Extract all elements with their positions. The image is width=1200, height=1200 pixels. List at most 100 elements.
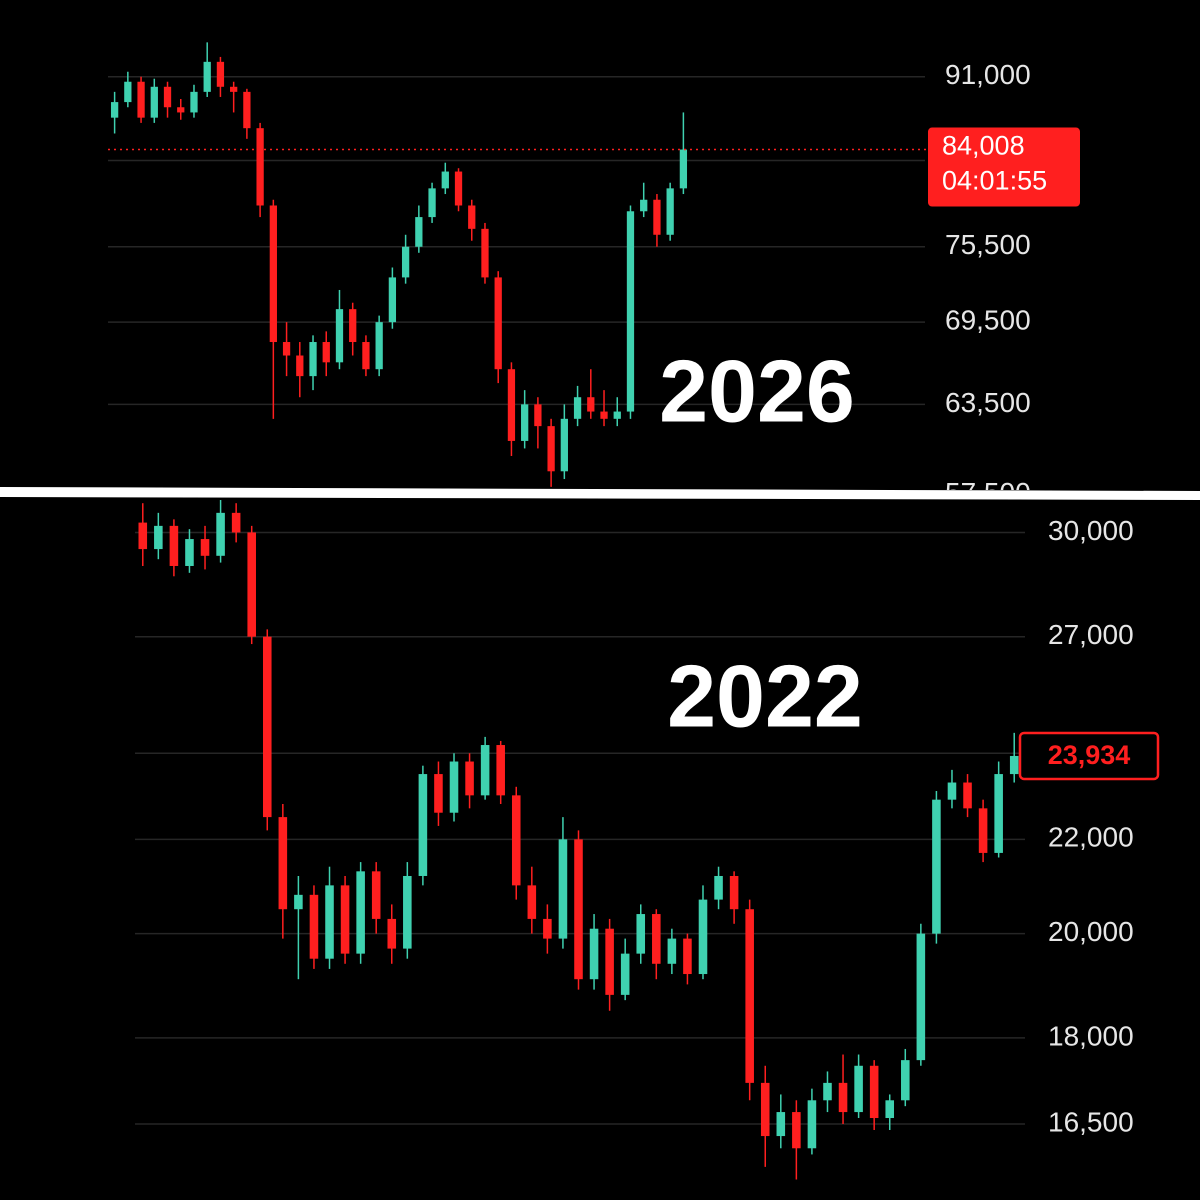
y-tick-label: 27,000 [1048, 619, 1134, 650]
last-price: 84,008 [942, 131, 1025, 161]
candle-body [309, 342, 317, 377]
candle-body [154, 525, 163, 550]
candle-body [636, 914, 646, 954]
candle-body [626, 211, 635, 412]
candle-body [838, 1082, 848, 1113]
candle-body [362, 342, 370, 370]
candle-body [560, 418, 568, 472]
candle-body [714, 875, 723, 900]
divider [0, 487, 1200, 500]
candle-body [807, 1100, 817, 1149]
candle-body [335, 309, 344, 363]
candle-body [745, 909, 754, 1083]
candle-body [177, 107, 185, 113]
candle-body [163, 86, 172, 108]
candle-body [449, 761, 459, 813]
candle-body [932, 799, 941, 934]
candle-body [269, 205, 277, 343]
candle-body [434, 774, 443, 813]
y-tick-label: 91,000 [945, 59, 1031, 90]
candle-body [415, 217, 423, 247]
y-tick-label: 16,500 [1048, 1106, 1134, 1137]
y-tick-label: 69,500 [945, 305, 1031, 336]
candle-body [978, 808, 988, 853]
candle-body [494, 277, 502, 370]
candle-body [388, 277, 397, 323]
chart-title: 2026 [659, 341, 855, 440]
candle-body [760, 1082, 770, 1137]
candle-body [885, 1100, 895, 1119]
candle-body [854, 1065, 863, 1113]
candle-body [356, 871, 365, 954]
candle-body [792, 1112, 801, 1149]
candle-body [231, 512, 241, 533]
candle-body [387, 918, 397, 949]
candle-body [620, 953, 630, 995]
candle-body [869, 1065, 879, 1119]
candle-body [605, 928, 614, 995]
y-tick-label: 30,000 [1048, 515, 1134, 546]
candle-body [418, 774, 428, 876]
candle-body [496, 745, 505, 796]
candle-body [465, 761, 474, 796]
candle-body [534, 404, 542, 427]
candle-body [138, 522, 148, 550]
candle-body [652, 914, 661, 964]
candle-body [507, 369, 516, 441]
candle-body [994, 774, 1003, 853]
candle-body [547, 426, 555, 472]
candle-body [683, 938, 692, 975]
y-tick-label: 22,000 [1048, 822, 1134, 853]
candle-body [203, 61, 211, 92]
candle-body [468, 205, 476, 229]
candle-body [216, 61, 225, 87]
y-tick-label: 20,000 [1048, 916, 1134, 947]
candle-body [371, 871, 381, 919]
candle-body [428, 188, 436, 218]
y-tick-label: 63,500 [945, 387, 1031, 418]
candle-body [262, 636, 272, 818]
candle-body [230, 86, 238, 92]
price-tag [928, 127, 1080, 207]
candle-body [294, 894, 303, 910]
candle-body [589, 928, 599, 980]
y-tick-label: 75,500 [945, 229, 1031, 260]
candle-body [190, 91, 198, 113]
candle-body [110, 102, 119, 118]
candle-body [256, 128, 264, 206]
candle-body [511, 795, 521, 886]
candle-body [573, 397, 582, 419]
candle-body [137, 81, 145, 118]
candle-body [558, 839, 568, 939]
candle-body [698, 899, 708, 975]
candle-body [296, 355, 304, 377]
chart-title: 2022 [667, 646, 863, 745]
candle-body [916, 933, 926, 1061]
candle-body [587, 397, 595, 412]
candle-body [282, 342, 291, 356]
candle-body [600, 411, 608, 419]
candle-body [480, 745, 490, 796]
last-price: 23,934 [1048, 740, 1131, 770]
candle-body [278, 817, 288, 910]
candle-body [309, 894, 319, 959]
candle-body [349, 309, 357, 343]
candle-body [124, 81, 132, 103]
candle-body [340, 885, 350, 954]
candle-body [247, 532, 256, 637]
candle-body [901, 1060, 910, 1101]
candle-body [729, 875, 739, 910]
panel-2026: 57,50063,50069,50075,50083,00091,0002026… [108, 42, 1080, 490]
candle-body [947, 782, 957, 800]
candle-body [653, 199, 661, 235]
candle-body [823, 1082, 832, 1101]
panel-2022: 16,50018,00020,00022,00024,00027,00030,0… [135, 500, 1160, 1180]
price-tag [1018, 731, 1160, 781]
candle-body [243, 91, 251, 129]
candle-body [679, 149, 688, 189]
candle-body [481, 228, 489, 278]
candle-body [640, 199, 648, 212]
candle-body [325, 885, 334, 959]
candle-body [200, 539, 210, 556]
